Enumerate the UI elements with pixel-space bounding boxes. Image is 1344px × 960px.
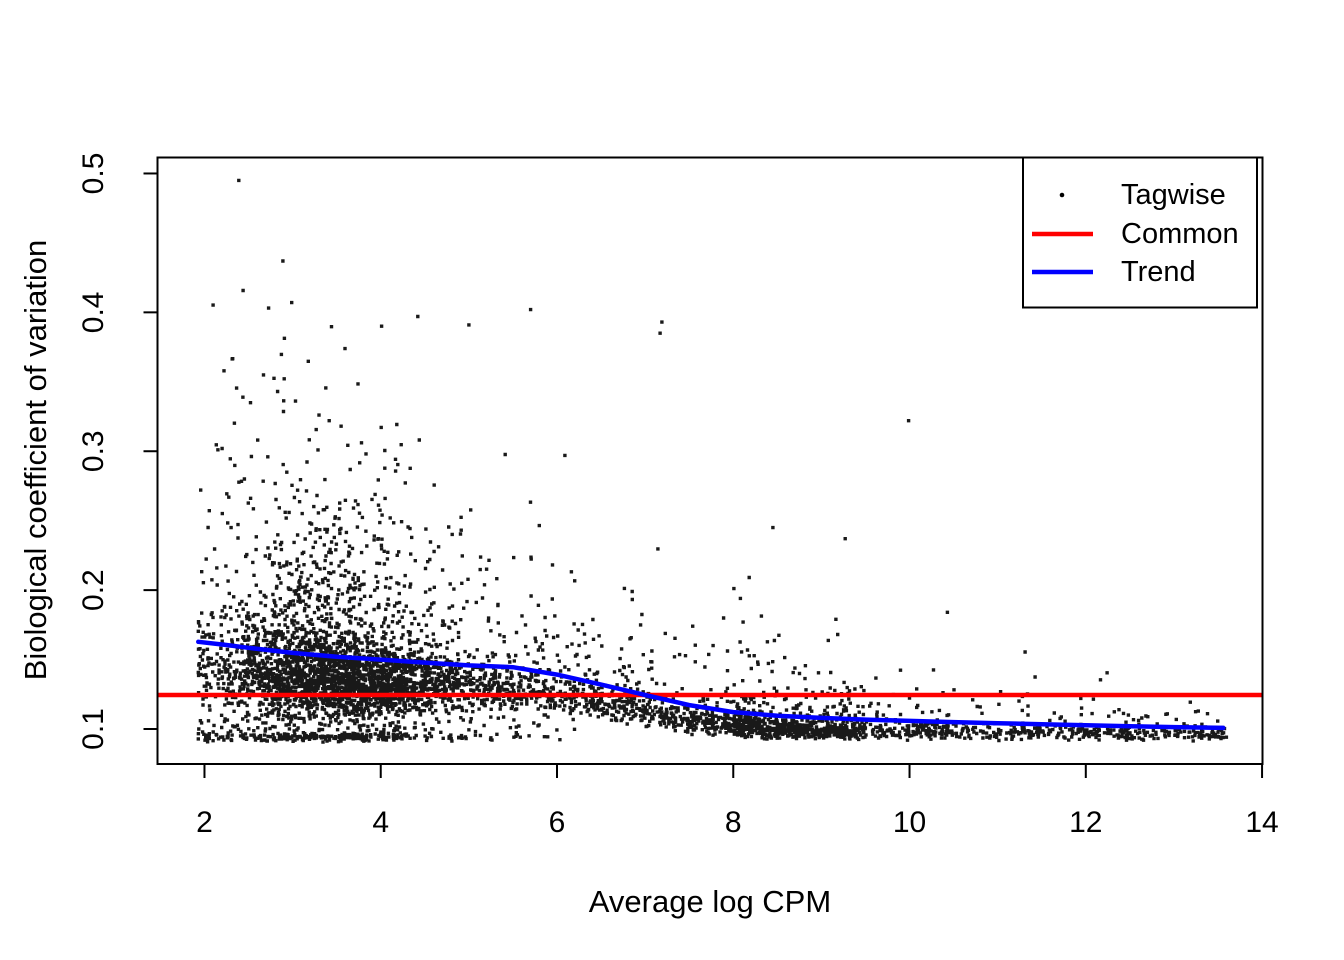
y-axis-title: Biological coefficient of variation (18, 240, 53, 681)
legend-label-common: Common (1121, 218, 1239, 250)
y-tick-label: 0.3 (77, 430, 110, 472)
y-axis: 0.1 0.2 0.3 0.4 0.5 (77, 153, 158, 750)
x-tick-label: 8 (725, 806, 742, 839)
x-axis: 2 4 6 8 10 12 14 (196, 764, 1279, 839)
trend-line (196, 639, 1226, 731)
legend-label-trend: Trend (1121, 256, 1196, 288)
legend-tagwise-point-marker (1059, 192, 1065, 198)
y-tick-label: 0.4 (77, 291, 110, 333)
legend: Tagwise Common Trend (1022, 156, 1258, 309)
legend-label-tagwise: Tagwise (1121, 179, 1226, 211)
x-tick-label: 2 (196, 806, 213, 839)
plot-area-border (156, 156, 1264, 765)
y-tick-label: 0.2 (77, 569, 110, 611)
tagwise-scatter-points (196, 178, 1229, 744)
x-tick-label: 4 (372, 806, 389, 839)
y-tick-label: 0.1 (77, 708, 110, 750)
x-tick-label: 12 (1069, 806, 1102, 839)
x-tick-label: 14 (1245, 806, 1278, 839)
x-axis-title: Average log CPM (589, 884, 831, 919)
x-tick-label: 10 (893, 806, 926, 839)
x-tick-label: 6 (549, 806, 566, 839)
y-tick-label: 0.5 (77, 153, 110, 195)
